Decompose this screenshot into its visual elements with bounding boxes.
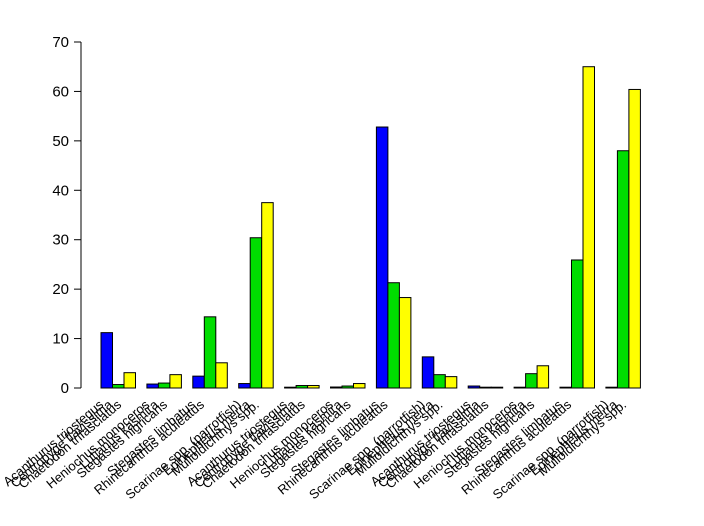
bar bbox=[330, 386, 343, 389]
y-tick-label: 10 bbox=[52, 331, 69, 348]
bar bbox=[112, 384, 125, 389]
bar bbox=[605, 386, 618, 389]
y-tick-label: 60 bbox=[52, 83, 69, 100]
bar bbox=[433, 374, 446, 389]
bar bbox=[559, 386, 572, 389]
bar bbox=[525, 373, 538, 389]
bar bbox=[616, 150, 630, 389]
bar bbox=[444, 376, 458, 389]
bar bbox=[100, 332, 113, 389]
y-tick-label: 20 bbox=[52, 281, 69, 298]
bar bbox=[375, 126, 389, 389]
bar bbox=[295, 385, 309, 389]
bar bbox=[238, 383, 251, 389]
bar bbox=[479, 386, 492, 389]
bar bbox=[284, 386, 297, 389]
bars bbox=[100, 66, 641, 389]
bar bbox=[157, 382, 171, 389]
bar bbox=[513, 386, 527, 389]
y-tick-label: 40 bbox=[52, 182, 69, 199]
bar bbox=[536, 365, 550, 389]
y-tick-label: 50 bbox=[52, 133, 69, 150]
bar bbox=[398, 297, 412, 389]
y-tick-label: 0 bbox=[61, 380, 69, 397]
y-tick-label: 30 bbox=[52, 232, 69, 249]
bar bbox=[353, 383, 366, 389]
bar bbox=[203, 316, 217, 389]
bar bbox=[261, 202, 274, 389]
bar bbox=[192, 375, 205, 389]
bar bbox=[628, 88, 641, 389]
bar bbox=[582, 66, 595, 389]
bar bbox=[146, 383, 159, 389]
bar bbox=[215, 362, 228, 389]
bar bbox=[387, 282, 400, 389]
y-axis: 0 10 20 30 40 50 60 70 bbox=[52, 34, 82, 397]
bar bbox=[341, 385, 354, 389]
bar bbox=[123, 372, 136, 389]
bar bbox=[467, 385, 481, 389]
bar bbox=[571, 259, 584, 389]
y-tick-label: 70 bbox=[52, 34, 69, 51]
bar bbox=[169, 374, 182, 389]
bar bbox=[421, 356, 435, 389]
bar bbox=[490, 386, 504, 389]
bar bbox=[307, 385, 320, 389]
bar bbox=[249, 237, 263, 389]
